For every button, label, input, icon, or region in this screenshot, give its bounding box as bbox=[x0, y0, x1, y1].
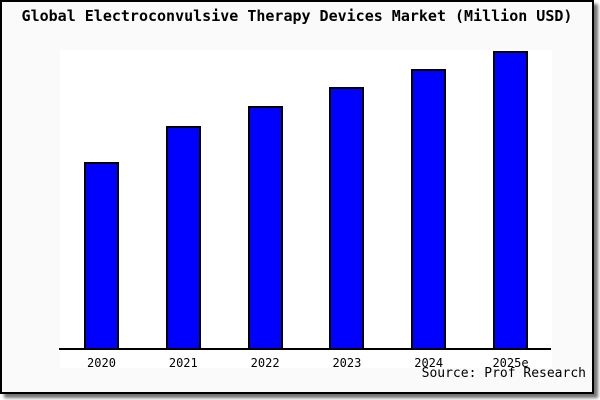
bar-2020 bbox=[84, 162, 119, 350]
bar-2023 bbox=[329, 87, 365, 350]
bar-2021 bbox=[165, 126, 201, 350]
bar-2025e bbox=[493, 51, 528, 350]
bar-2024 bbox=[411, 69, 447, 350]
x-tick-label-2024: 2024 bbox=[414, 356, 444, 370]
plot-area: 2020 2021 2022 2023 2024 2025e bbox=[59, 50, 552, 370]
chart-title: Global Electroconvulsive Therapy Devices… bbox=[21, 7, 573, 25]
x-tick-label-2020: 2020 bbox=[87, 356, 116, 370]
x-tick-label-2025e: 2025e bbox=[492, 356, 529, 370]
bar-2022 bbox=[247, 106, 283, 350]
source-note: Source: Prof Research bbox=[421, 366, 586, 381]
x-axis-line bbox=[59, 348, 551, 350]
x-tick-label-2023: 2023 bbox=[332, 356, 362, 370]
x-tick-label-2021: 2021 bbox=[168, 356, 198, 370]
x-tick-label-2022: 2022 bbox=[250, 356, 280, 370]
